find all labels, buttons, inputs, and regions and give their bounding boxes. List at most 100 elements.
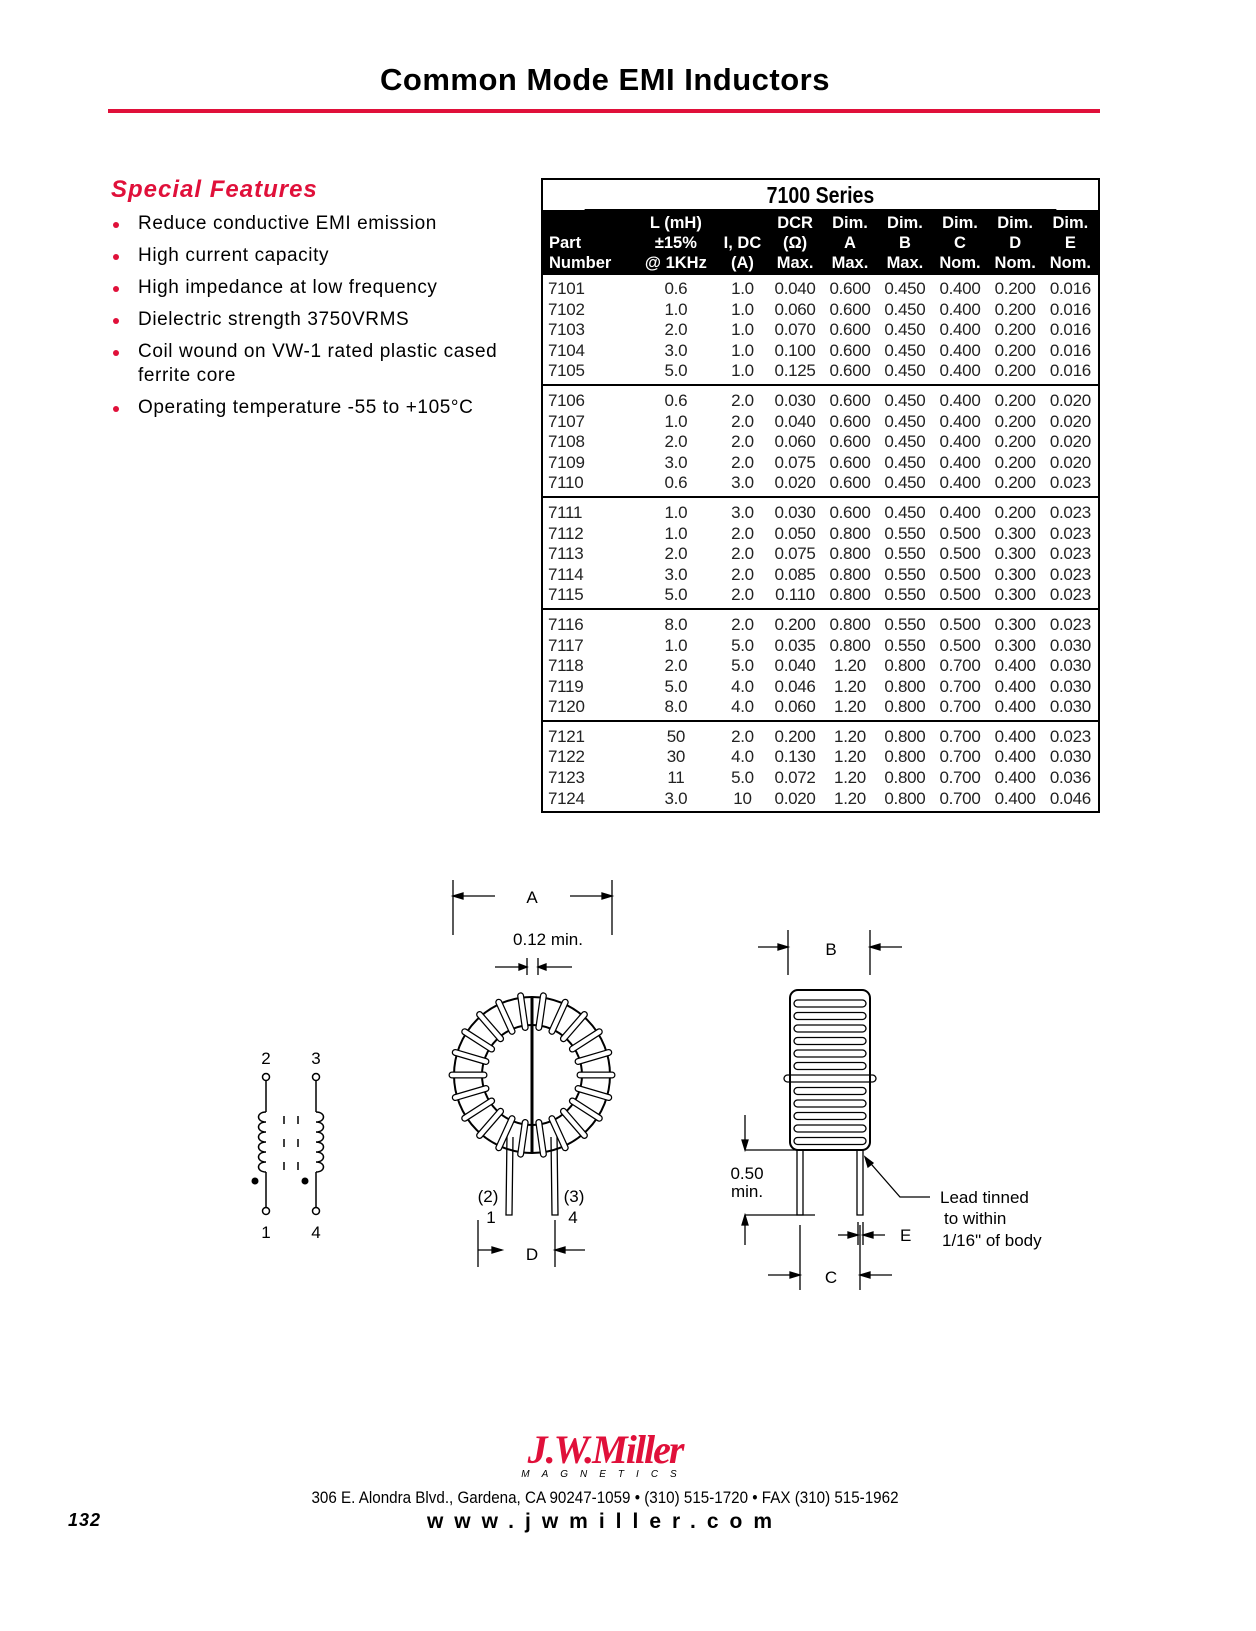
table-cell: 0.400 bbox=[939, 340, 981, 360]
table-cell: 0.550 bbox=[884, 585, 926, 605]
winding-mark bbox=[575, 1086, 612, 1100]
column-header-line: Dim. bbox=[1052, 214, 1089, 232]
table-cell: 2.0 bbox=[731, 523, 754, 543]
table-cell: 0.016 bbox=[1049, 299, 1091, 319]
column-header-line: Dim. bbox=[832, 214, 868, 232]
table-cell: 2.0 bbox=[717, 383, 768, 412]
column-header: Dim. D Nom. bbox=[987, 210, 1043, 275]
table-cell: 1.0 bbox=[664, 635, 688, 655]
side-view-diagram: B 0.50 min. Lead tinned to within 1/16" … bbox=[730, 930, 1042, 1290]
series-title: 7100 Series bbox=[584, 180, 1057, 210]
table-cell: 0.6 bbox=[664, 473, 688, 493]
table-cell: 0.800 bbox=[829, 523, 871, 543]
table-cell: 2.0 bbox=[731, 411, 754, 431]
table-cell: 0.200 bbox=[994, 361, 1036, 381]
table-cell: 0.700 bbox=[939, 788, 981, 808]
table-cell: 0.110 bbox=[775, 585, 815, 605]
feature-item: High impedance at low frequency bbox=[111, 276, 531, 300]
winding-mark bbox=[793, 1111, 867, 1121]
table-cell: 0.500 bbox=[939, 585, 981, 605]
table-cell: 0.800 bbox=[884, 656, 926, 676]
table-cell: 7108 bbox=[548, 432, 585, 452]
dim-d-label: D bbox=[526, 1245, 538, 1264]
table-cell: 0.400 bbox=[939, 299, 981, 319]
website-link[interactable]: www.jwmiller.com bbox=[426, 1510, 784, 1533]
table-cell: 0.020 bbox=[1042, 383, 1098, 412]
bullet-icon bbox=[113, 254, 119, 260]
winding-mark bbox=[549, 1116, 568, 1151]
table-cell: 1.20 bbox=[834, 768, 866, 788]
table-row: 7104 3.0 1.0 0.100 0.600 0.450 0.400 0.200 0.016 bbox=[543, 341, 1098, 362]
table-cell: 0.085 bbox=[774, 564, 816, 584]
column-header: I, DC (A) bbox=[717, 210, 768, 275]
table-cell: 0.070 bbox=[774, 320, 816, 340]
table-cell: 0.600 bbox=[822, 495, 878, 524]
table-cell: 0.300 bbox=[994, 523, 1036, 543]
column-header-line: Nom. bbox=[994, 254, 1036, 272]
table-row: 7120 8.0 4.0 0.060 1.20 0.800 0.700 0.400 0.030 bbox=[543, 697, 1098, 721]
winding-mark bbox=[793, 1036, 867, 1046]
table-cell: 4.0 bbox=[731, 747, 754, 767]
table-row: 7107 1.0 2.0 0.040 0.600 0.450 0.400 0.200 0.020 bbox=[543, 412, 1098, 433]
table-cell: 7107 bbox=[548, 411, 585, 431]
company-address: 306 E. Alondra Blvd., Gardena, CA 90247-… bbox=[311, 1489, 899, 1507]
feature-text: High current capacity bbox=[138, 245, 330, 266]
table-cell: 1.0 bbox=[634, 495, 718, 524]
table-cell: 0.500 bbox=[939, 523, 981, 543]
table-cell: 0.020 bbox=[1049, 452, 1091, 472]
page-title: Common Mode EMI Inductors bbox=[380, 62, 830, 97]
table-cell: 0.035 bbox=[774, 635, 816, 655]
column-header-line: L (mH) bbox=[649, 214, 702, 232]
column-header-line: E bbox=[1064, 234, 1076, 252]
table-cell: 0.023 bbox=[1042, 495, 1098, 524]
table-cell: 0.100 bbox=[774, 340, 816, 360]
schematic-diagram: 2 3 1 4 bbox=[251, 1049, 325, 1242]
dim-e-label: E bbox=[900, 1226, 911, 1245]
table-cell: 0.800 bbox=[829, 544, 871, 564]
table-cell: 0.060 bbox=[774, 697, 816, 717]
table-cell: 0.020 bbox=[1049, 432, 1091, 452]
dim-a-label: A bbox=[526, 888, 538, 907]
column-header-line: C bbox=[954, 234, 966, 252]
column-header: Part Number bbox=[543, 210, 635, 275]
winding-mark bbox=[561, 1012, 587, 1041]
table-cell: 7111 bbox=[543, 495, 635, 524]
bullet-icon bbox=[113, 222, 119, 228]
table-cell: 10 bbox=[733, 788, 752, 808]
table-cell: 0.400 bbox=[939, 452, 981, 472]
bullet-icon bbox=[113, 318, 119, 324]
table-cell: 1.0 bbox=[664, 523, 688, 543]
table-cell: 0.023 bbox=[1049, 544, 1091, 564]
table-cell: 0.016 bbox=[1049, 340, 1091, 360]
table-cell: 0.020 bbox=[774, 788, 816, 808]
table-cell: 0.036 bbox=[1049, 768, 1091, 788]
table-cell: 0.200 bbox=[994, 299, 1036, 319]
table-cell: 0.800 bbox=[829, 564, 871, 584]
table-cell: 1.0 bbox=[731, 299, 754, 319]
table-cell: 0.046 bbox=[1049, 788, 1091, 808]
winding-mark bbox=[793, 1124, 867, 1133]
table-cell: 0.020 bbox=[774, 473, 816, 493]
table-cell: 0.023 bbox=[1049, 473, 1091, 493]
table-cell: 5.0 bbox=[731, 768, 754, 788]
feature-text: Reduce conductive EMI emission bbox=[138, 213, 437, 234]
coil-symbols bbox=[257, 1072, 325, 1216]
table-cell: 0.500 bbox=[932, 607, 988, 636]
winding-mark bbox=[783, 1074, 877, 1083]
table-cell: 0.030 bbox=[1049, 676, 1091, 696]
company-logo: J.W.Miller MAGNETICS bbox=[505, 1430, 705, 1481]
table-cell: 0.200 bbox=[987, 383, 1043, 412]
column-header-line: Max. bbox=[831, 254, 869, 272]
table-cell: 0.800 bbox=[884, 788, 926, 808]
table-cell: 0.6 bbox=[664, 279, 688, 298]
specs-table: 7100 Series Part Number L (mH) ±15% @ 1KHz I… bbox=[541, 178, 1100, 814]
table-cell: 0.400 bbox=[932, 495, 988, 524]
table-cell: 4.0 bbox=[731, 676, 754, 696]
feature-text: Dielectric strength 3750VRMS bbox=[138, 309, 410, 330]
features-heading: Special Features bbox=[111, 176, 318, 203]
feature-text: Coil wound on VW-1 rated plastic cased f… bbox=[138, 341, 498, 386]
winding-mark bbox=[793, 1011, 867, 1021]
table-row: 7112 1.0 2.0 0.050 0.800 0.550 0.500 0.300 0.023 bbox=[543, 524, 1098, 545]
feature-item: Operating temperature -55 to +105°C bbox=[111, 396, 531, 420]
winding-mark bbox=[536, 1120, 546, 1157]
